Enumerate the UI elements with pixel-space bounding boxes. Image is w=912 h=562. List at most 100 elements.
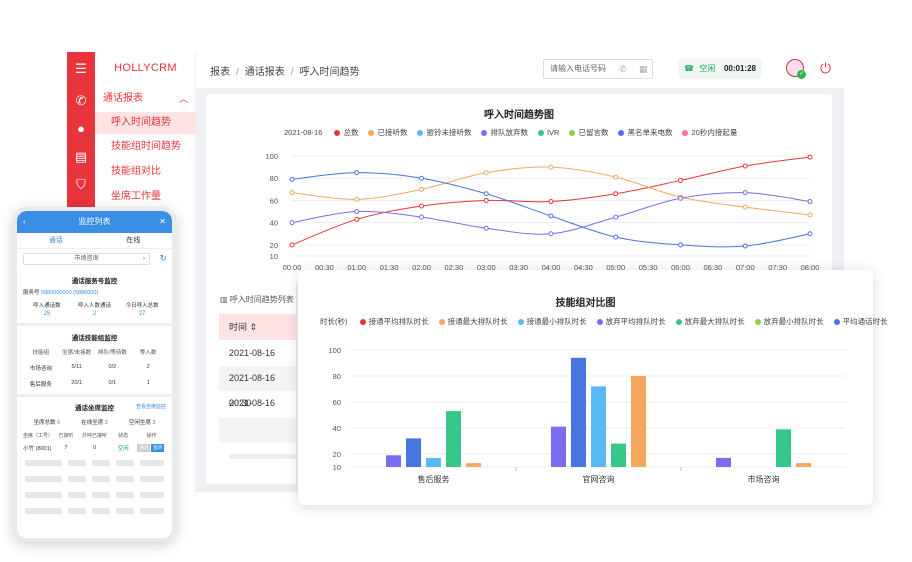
data-point: [289, 220, 295, 226]
bar: [571, 357, 586, 467]
trend-chart-title: 呼入时间趋势图: [484, 110, 554, 121]
data-point: [613, 174, 619, 180]
summary-label: 空闲坐席: [128, 420, 151, 426]
tab-online[interactable]: 在线: [126, 237, 141, 244]
avatar[interactable]: ✓: [786, 59, 806, 79]
legend-item[interactable]: IVR: [528, 128, 559, 137]
report-icon[interactable]: ▤: [74, 149, 88, 164]
bar: [551, 426, 566, 467]
sidebar-group-call-report[interactable]: 通话报表 ︿: [95, 88, 196, 110]
skill-select[interactable]: 市场咨询 ›: [23, 253, 150, 265]
status-label: 空闲: [699, 64, 716, 73]
sort-icon[interactable]: ⇕: [249, 322, 258, 332]
user-icon[interactable]: ●: [77, 121, 85, 136]
refresh-icon[interactable]: ↻: [159, 253, 167, 263]
bar: [426, 457, 441, 467]
stat-label: 呼入通话数: [33, 303, 61, 309]
table-row: 售后服务 20/1 0/1 1: [17, 380, 172, 388]
y-tick-label: 20: [270, 241, 278, 250]
data-point: [807, 231, 813, 237]
data-point: [678, 242, 683, 248]
legend-item[interactable]: 放弃最大排队时长: [666, 317, 745, 326]
col-header: 排队/等待数: [97, 350, 127, 356]
table-row: 市场咨询 5/11 0/2 2: [17, 364, 172, 372]
legend-item[interactable]: 振铃未接听数: [407, 128, 471, 137]
bar: [776, 429, 791, 467]
summary-value: 6: [57, 420, 61, 426]
data-point: [289, 190, 295, 196]
sidebar-item-skill-trend[interactable]: 技能组时间趋势: [111, 141, 181, 152]
x-tick-label: 02:30: [444, 263, 463, 272]
legend-item[interactable]: 已留言数: [559, 128, 608, 137]
status-timer: 00:01:28: [723, 64, 756, 73]
x-tick-label: 01:00: [347, 263, 366, 272]
mobile-header: ‹ 监控列表 ✕: [17, 211, 172, 233]
col-header: 已接听: [58, 433, 74, 439]
brand-logo: HOLLYCRM: [114, 62, 177, 74]
y-tick-label: 80: [333, 372, 341, 381]
col-header: 坐席/未接数: [62, 350, 92, 356]
data-point: [807, 154, 813, 160]
category-label: 市场咨询: [748, 474, 780, 484]
legend-item[interactable]: 接通最大排队时长: [429, 317, 508, 326]
y-tick-label: 10: [270, 252, 278, 261]
trend-line-chart: 10 20 40 60 80 100 00:00 00:30 01:00 01:30 02:00 02…: [265, 152, 819, 272]
keypad-icon[interactable]: ▦: [639, 64, 648, 74]
data-point: [354, 209, 360, 215]
phone-number-input[interactable]: 请输入电话号码: [543, 59, 653, 79]
listen-button[interactable]: 监听: [151, 444, 165, 452]
legend-item[interactable]: 已接听数: [358, 128, 407, 137]
skill-bar-chart: 10 20 40 60 80 100 售后服务 官网咨询 市场咨询: [328, 346, 846, 484]
cell: 7: [64, 445, 68, 451]
y-tick-label: 80: [270, 174, 278, 183]
y-tick-label: 100: [328, 346, 341, 355]
mobile-title: 监控列表: [78, 217, 111, 226]
data-point: [742, 190, 748, 196]
bar: [591, 386, 606, 467]
legend-item[interactable]: 总数: [324, 128, 358, 137]
x-tick-label: 01:30: [380, 263, 399, 272]
x-tick-label: 06:30: [703, 263, 722, 272]
sidebar-item-skill-compare[interactable]: 技能组对比: [111, 166, 161, 177]
bar-ylabel: 时长(秒): [320, 317, 348, 326]
sidebar-group-label: 通话报表: [103, 93, 143, 104]
breadcrumb-item[interactable]: 报表: [210, 67, 230, 78]
legend-item[interactable]: 排队放弃数: [471, 128, 528, 137]
menu-icon[interactable]: ☰: [75, 61, 87, 76]
legend-item[interactable]: 接通最小排队时长: [508, 317, 587, 326]
breadcrumb-item[interactable]: 通话报表: [244, 67, 285, 78]
view-agent-link[interactable]: 查看坐席监控: [135, 404, 166, 410]
legend-item[interactable]: 20秒内接起量: [672, 128, 737, 137]
legend-item[interactable]: 黑名单来电数: [608, 128, 672, 137]
legend-item[interactable]: 接通平均排队时长: [350, 317, 429, 326]
legend-item[interactable]: 放弃平均排队时长: [587, 317, 666, 326]
cell: 市场咨询: [29, 366, 52, 372]
series-line: [291, 166, 811, 216]
mobile-monitor: ‹ 监控列表 ✕ 通话 在线 市场咨询 › ↻ 通话服务号监控 服务号 5880…: [13, 207, 176, 542]
dial-icon[interactable]: ✆: [619, 64, 627, 74]
back-icon[interactable]: ‹: [23, 217, 26, 226]
close-icon[interactable]: ✕: [159, 217, 166, 226]
x-tick-label: 07:30: [768, 263, 787, 272]
data-point: [419, 203, 424, 209]
mobile-select-row: 市场咨询 › ↻: [17, 253, 172, 265]
y-tick-label: 60: [333, 398, 341, 407]
tab-call[interactable]: 通话: [48, 237, 63, 244]
legend-item[interactable]: 放弃最小排队时长: [745, 317, 824, 326]
sidebar-item-inbound-trend[interactable]: 呼入时间趋势: [95, 112, 196, 134]
y-tick-label: 100: [265, 152, 278, 161]
sidebar-item-agent-workload[interactable]: 坐席工作量: [111, 191, 161, 202]
stats-labels: 呼入通话数 呼入人数通话 今日呼入总数: [17, 301, 172, 309]
legend-item[interactable]: 平均通话时长: [824, 317, 888, 326]
shield-icon[interactable]: ⛉: [76, 177, 86, 192]
phone-icon[interactable]: ✆: [75, 93, 87, 108]
agent-section-head: 通话坐席监控 查看坐席监控: [17, 402, 172, 412]
x-tick-label: 02:00: [412, 263, 431, 272]
table-header-time[interactable]: 时间 ⇕: [219, 314, 296, 340]
agent-status[interactable]: ☎ 空闲 00:01:28: [678, 59, 762, 79]
stat-value: 25: [43, 311, 51, 317]
monitor-call-button[interactable]: 通话: [137, 444, 151, 452]
data-point: [548, 199, 554, 205]
cell: 售后服务: [29, 382, 52, 388]
power-icon[interactable]: ⏻: [820, 60, 832, 76]
